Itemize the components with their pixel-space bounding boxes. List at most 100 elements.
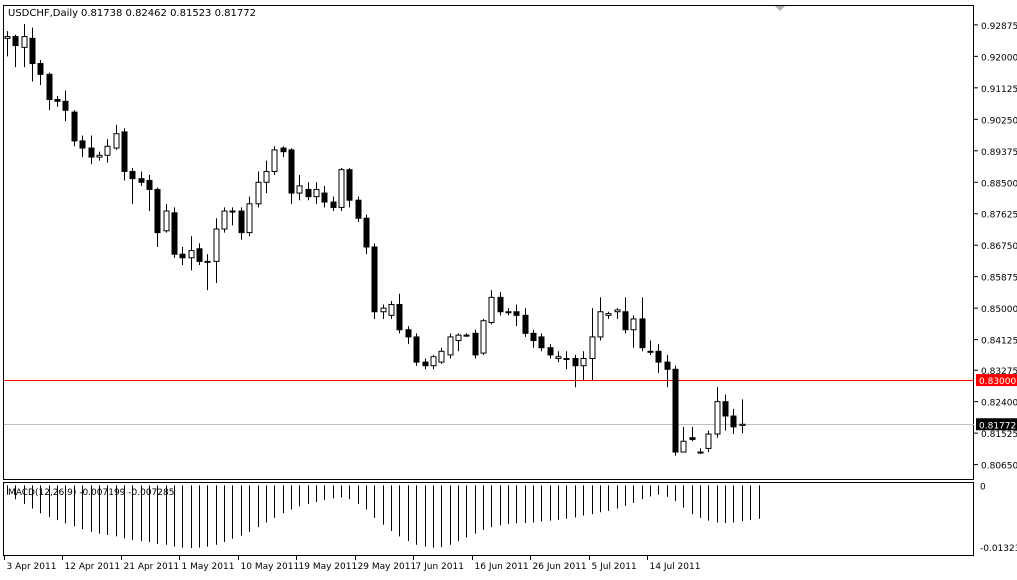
x-tick-label: 10 May 2011	[241, 562, 300, 572]
candle	[121, 128, 128, 181]
candle	[614, 308, 621, 319]
candle-body-down	[664, 361, 671, 370]
candle	[4, 31, 11, 57]
candle	[330, 196, 337, 212]
candle	[513, 304, 520, 327]
candle	[680, 426, 687, 453]
candle-body-up	[430, 356, 437, 367]
candle-body-down	[29, 37, 36, 65]
y-tick-label: 0.85000	[981, 305, 1017, 315]
candle	[204, 254, 211, 291]
candle	[37, 59, 44, 86]
candle-body-up	[163, 210, 170, 232]
candle-body-down	[346, 169, 353, 201]
candle-body-up	[21, 36, 28, 48]
candle	[54, 95, 61, 107]
candle-body-up	[555, 356, 562, 360]
candle-body-down	[522, 314, 529, 334]
candle	[396, 293, 403, 334]
candle	[472, 329, 479, 359]
candle	[488, 290, 495, 325]
candle-body-down	[538, 336, 545, 349]
candle-body-down	[138, 178, 145, 183]
macd-axis: 0 -0.01323	[980, 482, 1017, 553]
x-tick-label: 21 Apr 2011	[124, 562, 180, 572]
candle-body-up	[338, 169, 345, 208]
candle	[238, 207, 245, 240]
candle-body-down	[54, 99, 61, 102]
horizontal-lines	[4, 380, 974, 425]
candle-body-down	[363, 217, 370, 248]
candle	[689, 426, 696, 442]
candle	[271, 146, 278, 176]
candle	[246, 196, 253, 237]
candle-body-down	[88, 147, 95, 158]
price-label-box	[976, 374, 1017, 387]
candle	[171, 207, 178, 258]
price-label-text: 0.81772	[979, 421, 1016, 431]
y-tick-label: 0.89375	[981, 148, 1017, 158]
candle-body-up	[221, 210, 228, 230]
candle	[463, 333, 470, 337]
candle	[163, 203, 170, 233]
candle-body-down	[154, 188, 161, 234]
candle-body-down	[655, 350, 662, 363]
candle-body-up	[605, 313, 612, 316]
candle	[146, 175, 153, 212]
candle	[622, 297, 629, 334]
candle	[62, 90, 69, 122]
x-tick-label: 5 Jul 2011	[592, 562, 637, 572]
x-tick-label: 16 Jun 2011	[475, 562, 529, 572]
candle	[313, 182, 320, 204]
candle-body-down	[672, 368, 679, 453]
candle	[229, 207, 236, 226]
y-tick-label: 0.80650	[981, 462, 1017, 472]
candle	[639, 297, 646, 352]
candle	[705, 430, 712, 453]
candle-body-down	[305, 188, 312, 198]
candle-body-up	[4, 36, 11, 39]
candle-body-down	[572, 358, 579, 367]
candle	[739, 399, 746, 434]
candle	[422, 358, 429, 370]
price-label-text: 0.83000	[979, 377, 1016, 387]
candle	[71, 110, 78, 147]
candle-body-up	[580, 358, 587, 367]
chart-shift-marker-icon[interactable]	[775, 6, 785, 11]
macd-label: MACD(12,26,9) -0.007199 -0.007285	[8, 488, 174, 498]
candle	[664, 354, 671, 388]
candle-body-down	[121, 131, 128, 172]
candle	[280, 146, 287, 158]
candle-body-down	[513, 311, 520, 316]
candle-body-up	[630, 318, 637, 331]
candle	[305, 182, 312, 201]
candle	[255, 171, 262, 208]
candle-body-up	[463, 334, 470, 337]
candle	[388, 300, 395, 319]
candle-body-down	[171, 212, 178, 255]
candle	[672, 365, 679, 456]
candle-body-up	[714, 401, 721, 435]
candle	[438, 347, 445, 364]
y-tick-label: 0.92000	[981, 53, 1017, 63]
candle-body-down	[722, 401, 729, 417]
candle	[188, 236, 195, 271]
candle-body-down	[179, 253, 186, 259]
candle-body-down	[146, 179, 153, 190]
x-tick-label: 1 May 2011	[182, 562, 235, 572]
candle	[96, 151, 103, 161]
candle-body-down	[129, 170, 136, 180]
y-tick-label: 0.84125	[981, 337, 1017, 347]
candle	[605, 311, 612, 319]
candle-body-up	[488, 296, 495, 324]
candle	[480, 318, 487, 355]
candle-body-up	[296, 185, 303, 194]
candle-body-up	[614, 309, 621, 313]
candle	[597, 297, 604, 341]
candle-body-down	[422, 361, 429, 367]
candle-body-up	[563, 358, 570, 361]
candle	[221, 207, 228, 233]
candle	[338, 167, 345, 212]
candle-body-down	[196, 248, 203, 262]
